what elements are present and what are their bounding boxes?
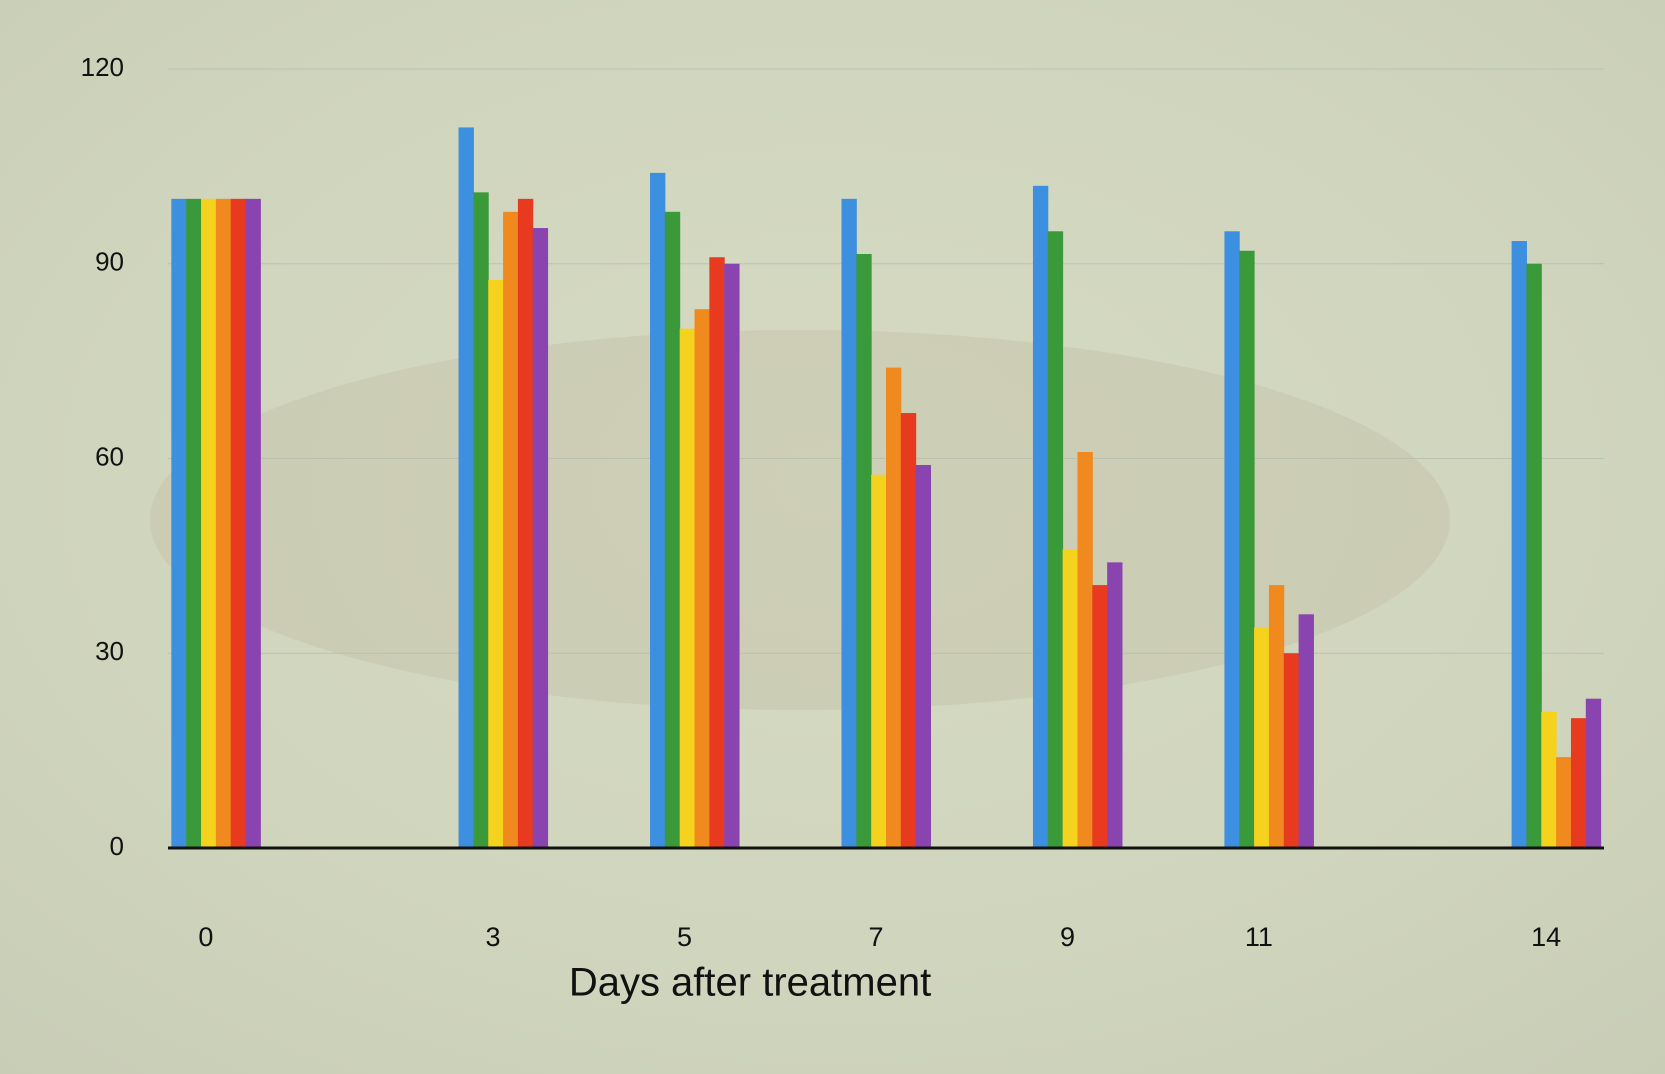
bar bbox=[473, 192, 489, 848]
bar bbox=[1047, 231, 1064, 848]
bar bbox=[915, 464, 932, 848]
bar bbox=[1511, 241, 1527, 848]
bar bbox=[1224, 231, 1240, 848]
x-tick-label: 9 bbox=[1060, 922, 1075, 952]
bar bbox=[1032, 185, 1049, 849]
bar bbox=[1062, 549, 1078, 848]
bar bbox=[1556, 757, 1572, 848]
bar bbox=[886, 367, 902, 848]
bar bbox=[1298, 614, 1314, 848]
bar bbox=[245, 198, 261, 849]
bar bbox=[488, 279, 504, 849]
y-tick-label: 120 bbox=[81, 52, 124, 82]
x-tick-label: 0 bbox=[198, 922, 213, 952]
bar bbox=[458, 127, 474, 849]
bar bbox=[517, 198, 534, 849]
x-tick-label: 3 bbox=[486, 922, 501, 952]
bar bbox=[1283, 653, 1300, 848]
bar bbox=[1585, 698, 1602, 848]
x-tick-label: 5 bbox=[677, 922, 692, 952]
bar bbox=[841, 198, 857, 849]
y-tick-label: 60 bbox=[95, 441, 124, 471]
bar bbox=[215, 198, 232, 849]
bar bbox=[1092, 585, 1108, 848]
bar bbox=[1541, 711, 1557, 848]
bar bbox=[679, 328, 696, 849]
bar bbox=[871, 474, 887, 848]
bar bbox=[201, 198, 217, 849]
bar bbox=[650, 172, 666, 848]
bar bbox=[503, 211, 519, 849]
x-tick-label: 7 bbox=[868, 922, 883, 952]
bar bbox=[856, 254, 872, 848]
y-tick-label: 30 bbox=[95, 636, 124, 666]
x-tick-label: 11 bbox=[1245, 922, 1273, 952]
bar bbox=[230, 198, 247, 849]
bar bbox=[1570, 718, 1587, 848]
bar bbox=[1268, 585, 1285, 848]
bar bbox=[1077, 452, 1093, 848]
x-axis-label: Days after treatment bbox=[569, 961, 931, 1005]
bar bbox=[694, 309, 710, 849]
bar bbox=[664, 211, 681, 849]
y-tick-label: 0 bbox=[110, 831, 124, 861]
bar bbox=[171, 198, 187, 849]
bar bbox=[900, 413, 917, 848]
y-tick-label: 90 bbox=[95, 247, 124, 277]
bar bbox=[532, 228, 549, 848]
bar bbox=[1254, 627, 1270, 848]
bar bbox=[186, 198, 202, 849]
x-tick-label: 14 bbox=[1531, 922, 1561, 952]
bar bbox=[1239, 250, 1255, 848]
bar bbox=[1526, 263, 1542, 848]
bar bbox=[709, 257, 725, 849]
bar bbox=[724, 263, 740, 848]
bar bbox=[1107, 562, 1123, 848]
